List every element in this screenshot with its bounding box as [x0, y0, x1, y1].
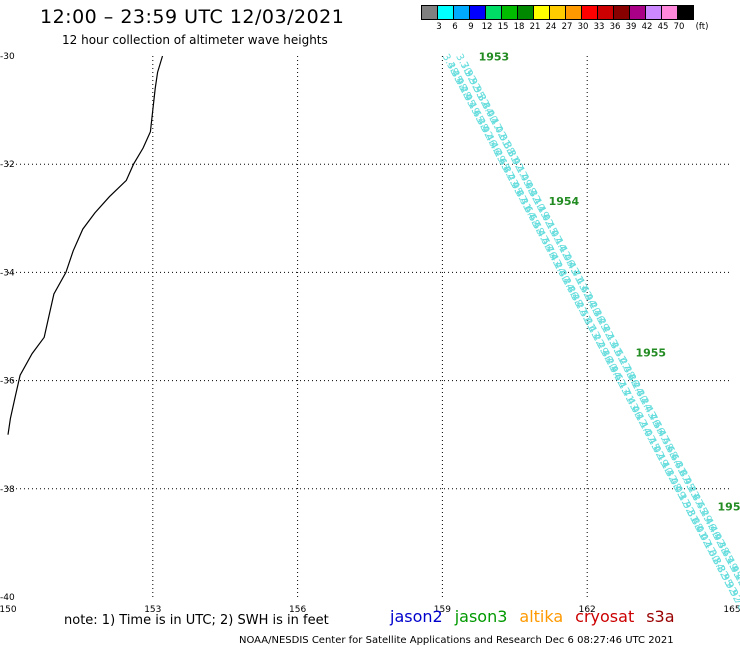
swh-label: 4.98 [732, 572, 740, 597]
legend-value: 27 [561, 22, 573, 32]
lat-label: -40 [0, 593, 15, 603]
chart-title: 12:00 – 23:59 UTC 12/03/2021 [40, 6, 345, 28]
satellite-jason3: jason3 [454, 607, 508, 626]
lat-label: -32 [0, 160, 15, 170]
satellite-cryosat: cryosat [575, 607, 635, 626]
legend-value: 36 [609, 22, 621, 32]
time-label: 195 [718, 500, 740, 513]
legend-value: 12 [481, 22, 493, 32]
coastline [7, 55, 164, 435]
lon-label: 156 [289, 605, 306, 615]
legend-value: 21 [529, 22, 541, 32]
lat-label: -34 [0, 268, 15, 278]
legend-value: 15 [497, 22, 509, 32]
legend-swatch [677, 5, 694, 20]
credit-line: NOAA/NESDIS Center for Satellite Applica… [239, 635, 674, 646]
legend-swatches [421, 5, 694, 20]
lon-label: 153 [144, 605, 161, 615]
legend-value: 30 [577, 22, 589, 32]
satellite-legend: jason2 jason3 altika cryosat s3a [390, 607, 687, 626]
legend-value: 42 [641, 22, 653, 32]
satellite-s3a: s3a [646, 607, 675, 626]
lat-label: -38 [0, 485, 15, 495]
footer-note: note: 1) Time is in UTC; 2) SWH is in fe… [64, 613, 329, 628]
lon-label: 159 [434, 605, 451, 615]
legend-labels: 3 6 9 12 15 18 21 24 27 30 33 36 39 42 45 70 (ft) [422, 20, 708, 32]
legend-value: 39 [625, 22, 637, 32]
satellite-jason2: jason2 [390, 607, 443, 626]
legend-value: 6 [452, 22, 458, 32]
color-legend: 3 6 9 12 15 18 21 24 27 30 33 36 39 42 45 70 (ft) [421, 5, 708, 32]
chart-subtitle: 12 hour collection of altimeter wave hei… [62, 33, 328, 47]
lon-label: 162 [579, 605, 596, 615]
legend-value: 9 [468, 22, 474, 32]
lon-label: 165 [723, 605, 740, 615]
time-label: 1954 [549, 195, 580, 208]
lon-label: 150 [0, 605, 17, 615]
legend-value: 24 [545, 22, 557, 32]
legend-unit: (ft) [695, 22, 709, 32]
legend-value: 45 [657, 22, 669, 32]
legend-value: 33 [593, 22, 605, 32]
legend-value: 70 [673, 22, 685, 32]
time-label: 1955 [635, 346, 666, 359]
time-label: 1953 [479, 50, 510, 63]
legend-value: 3 [436, 22, 442, 32]
lat-label: -30 [0, 52, 15, 62]
satellite-altika: altika [519, 607, 564, 626]
legend-value: 18 [513, 22, 525, 32]
lat-label: -36 [0, 377, 15, 387]
